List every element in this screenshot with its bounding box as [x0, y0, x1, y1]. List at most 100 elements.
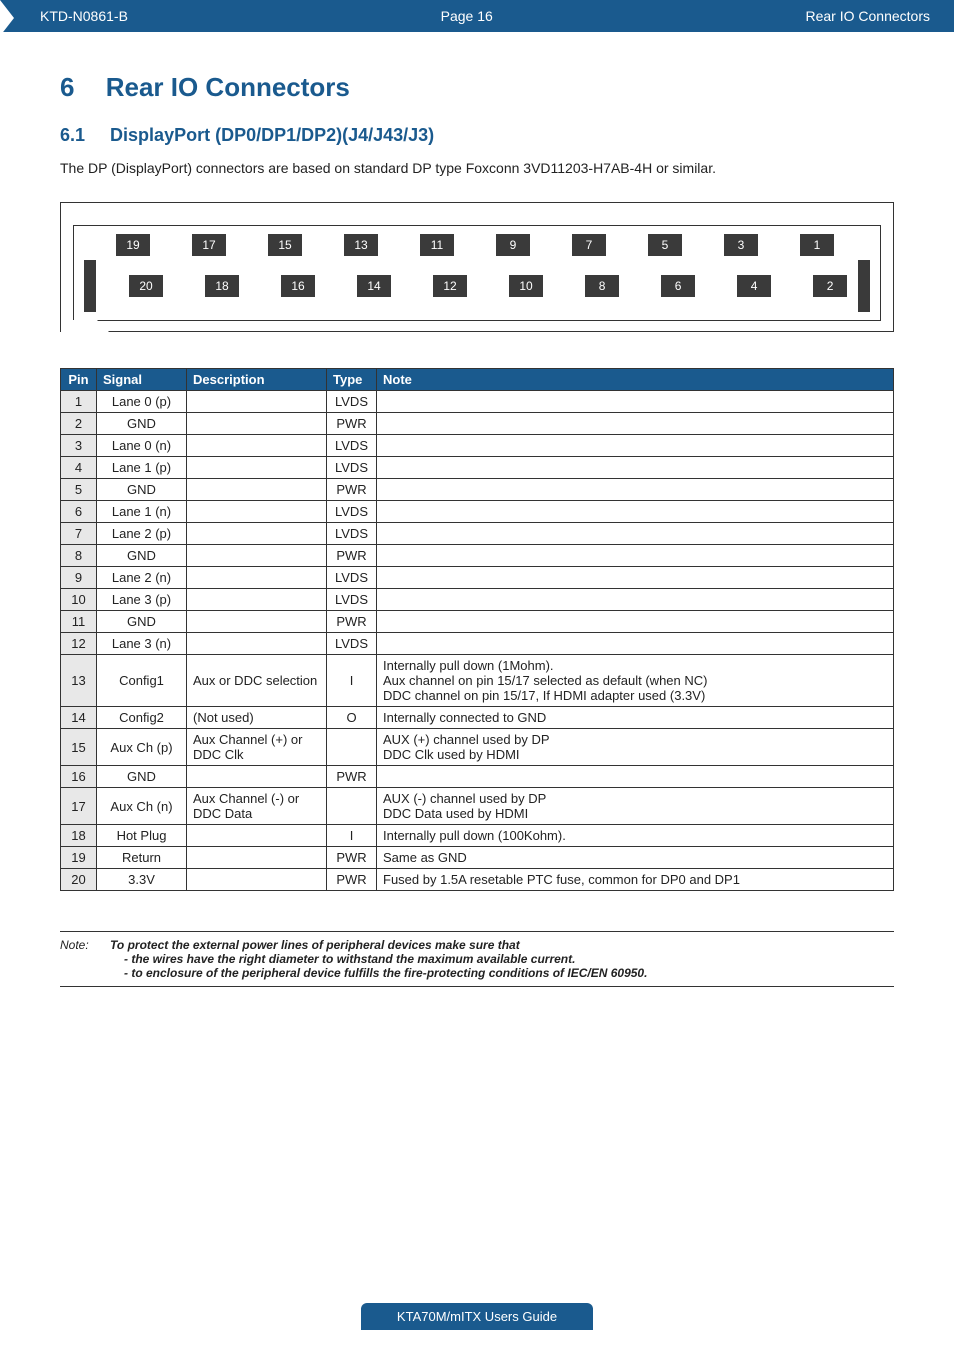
chapter-title: Rear IO Connectors	[106, 72, 350, 102]
cell-description	[187, 391, 327, 413]
connector-pin: 11	[420, 234, 454, 256]
cell-description	[187, 633, 327, 655]
cell-signal: GND	[97, 611, 187, 633]
section-title: DisplayPort (DP0/DP1/DP2)(J4/J43/J3)	[110, 125, 434, 145]
cell-description: Aux Channel (-) or DDC Data	[187, 788, 327, 825]
cell-pin: 19	[61, 847, 97, 869]
page-body: 6 Rear IO Connectors 6.1 DisplayPort (DP…	[0, 32, 954, 1007]
connector-shell	[858, 260, 870, 312]
cell-signal: GND	[97, 413, 187, 435]
cell-description	[187, 567, 327, 589]
cell-note	[377, 413, 894, 435]
cell-description	[187, 611, 327, 633]
cell-signal: Config2	[97, 707, 187, 729]
cell-type: PWR	[327, 545, 377, 567]
cell-type	[327, 788, 377, 825]
table-row: 203.3VPWRFused by 1.5A resetable PTC fus…	[61, 869, 894, 891]
cell-description	[187, 766, 327, 788]
chapter-number: 6	[60, 72, 74, 102]
connector-pin: 14	[357, 275, 391, 297]
cell-type: LVDS	[327, 589, 377, 611]
cell-pin: 6	[61, 501, 97, 523]
intro-paragraph: The DP (DisplayPort) connectors are base…	[60, 160, 894, 176]
connector-pin: 10	[509, 275, 543, 297]
col-description: Description	[187, 369, 327, 391]
cell-type: PWR	[327, 413, 377, 435]
cell-note: AUX (-) channel used by DPDDC Data used …	[377, 788, 894, 825]
cell-description: Aux or DDC selection	[187, 655, 327, 707]
cell-pin: 10	[61, 589, 97, 611]
cell-type: LVDS	[327, 391, 377, 413]
cell-signal: Return	[97, 847, 187, 869]
cell-signal: 3.3V	[97, 869, 187, 891]
pinout-table: Pin Signal Description Type Note 1Lane 0…	[60, 368, 894, 891]
cell-signal: Lane 2 (n)	[97, 567, 187, 589]
cell-pin: 2	[61, 413, 97, 435]
cell-type: I	[327, 655, 377, 707]
page-header: KTD-N0861-B Page 16 Rear IO Connectors	[0, 0, 954, 32]
cell-note	[377, 523, 894, 545]
cell-note	[377, 479, 894, 501]
note-block: Note: To protect the external power line…	[60, 931, 894, 987]
table-row: 17Aux Ch (n)Aux Channel (-) or DDC DataA…	[61, 788, 894, 825]
table-row: 8GND PWR	[61, 545, 894, 567]
connector-pin: 7	[572, 234, 606, 256]
cell-description	[187, 457, 327, 479]
table-row: 14Config2(Not used)OInternally connected…	[61, 707, 894, 729]
table-row: 16GND PWR	[61, 766, 894, 788]
cell-description	[187, 435, 327, 457]
connector-pin: 12	[433, 275, 467, 297]
cell-note: Same as GND	[377, 847, 894, 869]
table-row: 12Lane 3 (n)LVDS	[61, 633, 894, 655]
cell-note	[377, 611, 894, 633]
connector-pin: 9	[496, 234, 530, 256]
connector-pin: 13	[344, 234, 378, 256]
cell-signal: Aux Ch (p)	[97, 729, 187, 766]
cell-pin: 9	[61, 567, 97, 589]
cell-type: LVDS	[327, 523, 377, 545]
chapter-heading: 6 Rear IO Connectors	[60, 72, 894, 103]
cell-pin: 16	[61, 766, 97, 788]
table-row: 5GNDPWR	[61, 479, 894, 501]
cell-pin: 1	[61, 391, 97, 413]
table-row: 6Lane 1 (n)LVDS	[61, 501, 894, 523]
cell-note	[377, 501, 894, 523]
cell-type: LVDS	[327, 501, 377, 523]
table-row: 7Lane 2 (p)LVDS	[61, 523, 894, 545]
cell-pin: 8	[61, 545, 97, 567]
cell-note: AUX (+) channel used by DPDDC Clk used b…	[377, 729, 894, 766]
connector-pin: 15	[268, 234, 302, 256]
cell-description: (Not used)	[187, 707, 327, 729]
connector-pin: 8	[585, 275, 619, 297]
note-line-2: - the wires have the right diameter to w…	[124, 952, 575, 966]
connector-pin: 20	[129, 275, 163, 297]
cell-signal: Lane 2 (p)	[97, 523, 187, 545]
header-section: Rear IO Connectors	[806, 8, 931, 24]
connector-pin: 1	[800, 234, 834, 256]
col-pin: Pin	[61, 369, 97, 391]
page-number: Page 16	[441, 8, 493, 24]
connector-shell	[84, 260, 96, 312]
connector-pin: 5	[648, 234, 682, 256]
col-signal: Signal	[97, 369, 187, 391]
cell-type	[327, 729, 377, 766]
table-row: 1Lane 0 (p)LVDS	[61, 391, 894, 413]
cell-type: PWR	[327, 611, 377, 633]
cell-note	[377, 567, 894, 589]
note-line-3: - to enclosure of the peripheral device …	[124, 966, 647, 980]
connector-pin: 18	[205, 275, 239, 297]
table-row: 15Aux Ch (p)Aux Channel (+) or DDC ClkAU…	[61, 729, 894, 766]
cell-description	[187, 825, 327, 847]
cell-signal: Hot Plug	[97, 825, 187, 847]
connector-diagram: 191715131197531 2018161412108642	[60, 202, 894, 332]
cell-type: PWR	[327, 766, 377, 788]
cell-signal: Lane 3 (n)	[97, 633, 187, 655]
connector-body: 191715131197531 2018161412108642	[73, 225, 881, 321]
section-number: 6.1	[60, 125, 85, 145]
table-row: 2GND PWR	[61, 413, 894, 435]
cell-signal: GND	[97, 545, 187, 567]
cell-note: Fused by 1.5A resetable PTC fuse, common…	[377, 869, 894, 891]
doc-id: KTD-N0861-B	[40, 8, 128, 24]
cell-description	[187, 479, 327, 501]
cell-signal: GND	[97, 766, 187, 788]
